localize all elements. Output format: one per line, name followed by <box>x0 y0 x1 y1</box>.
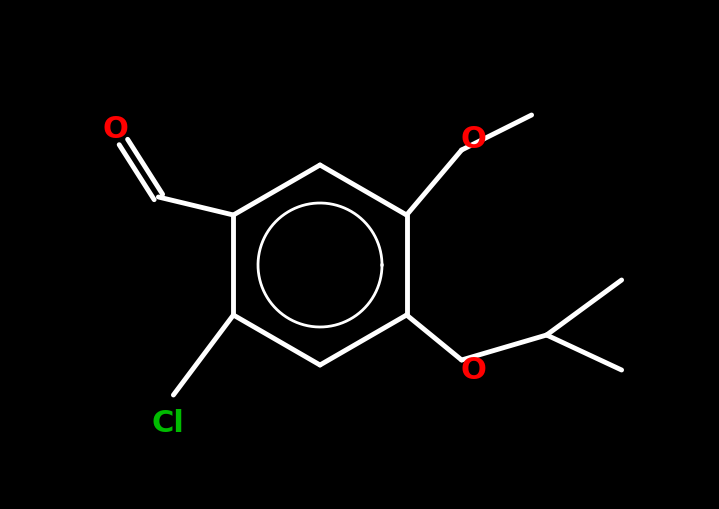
Text: Cl: Cl <box>152 409 185 438</box>
Text: O: O <box>461 126 487 155</box>
Text: O: O <box>461 355 487 384</box>
Text: O: O <box>103 116 128 145</box>
